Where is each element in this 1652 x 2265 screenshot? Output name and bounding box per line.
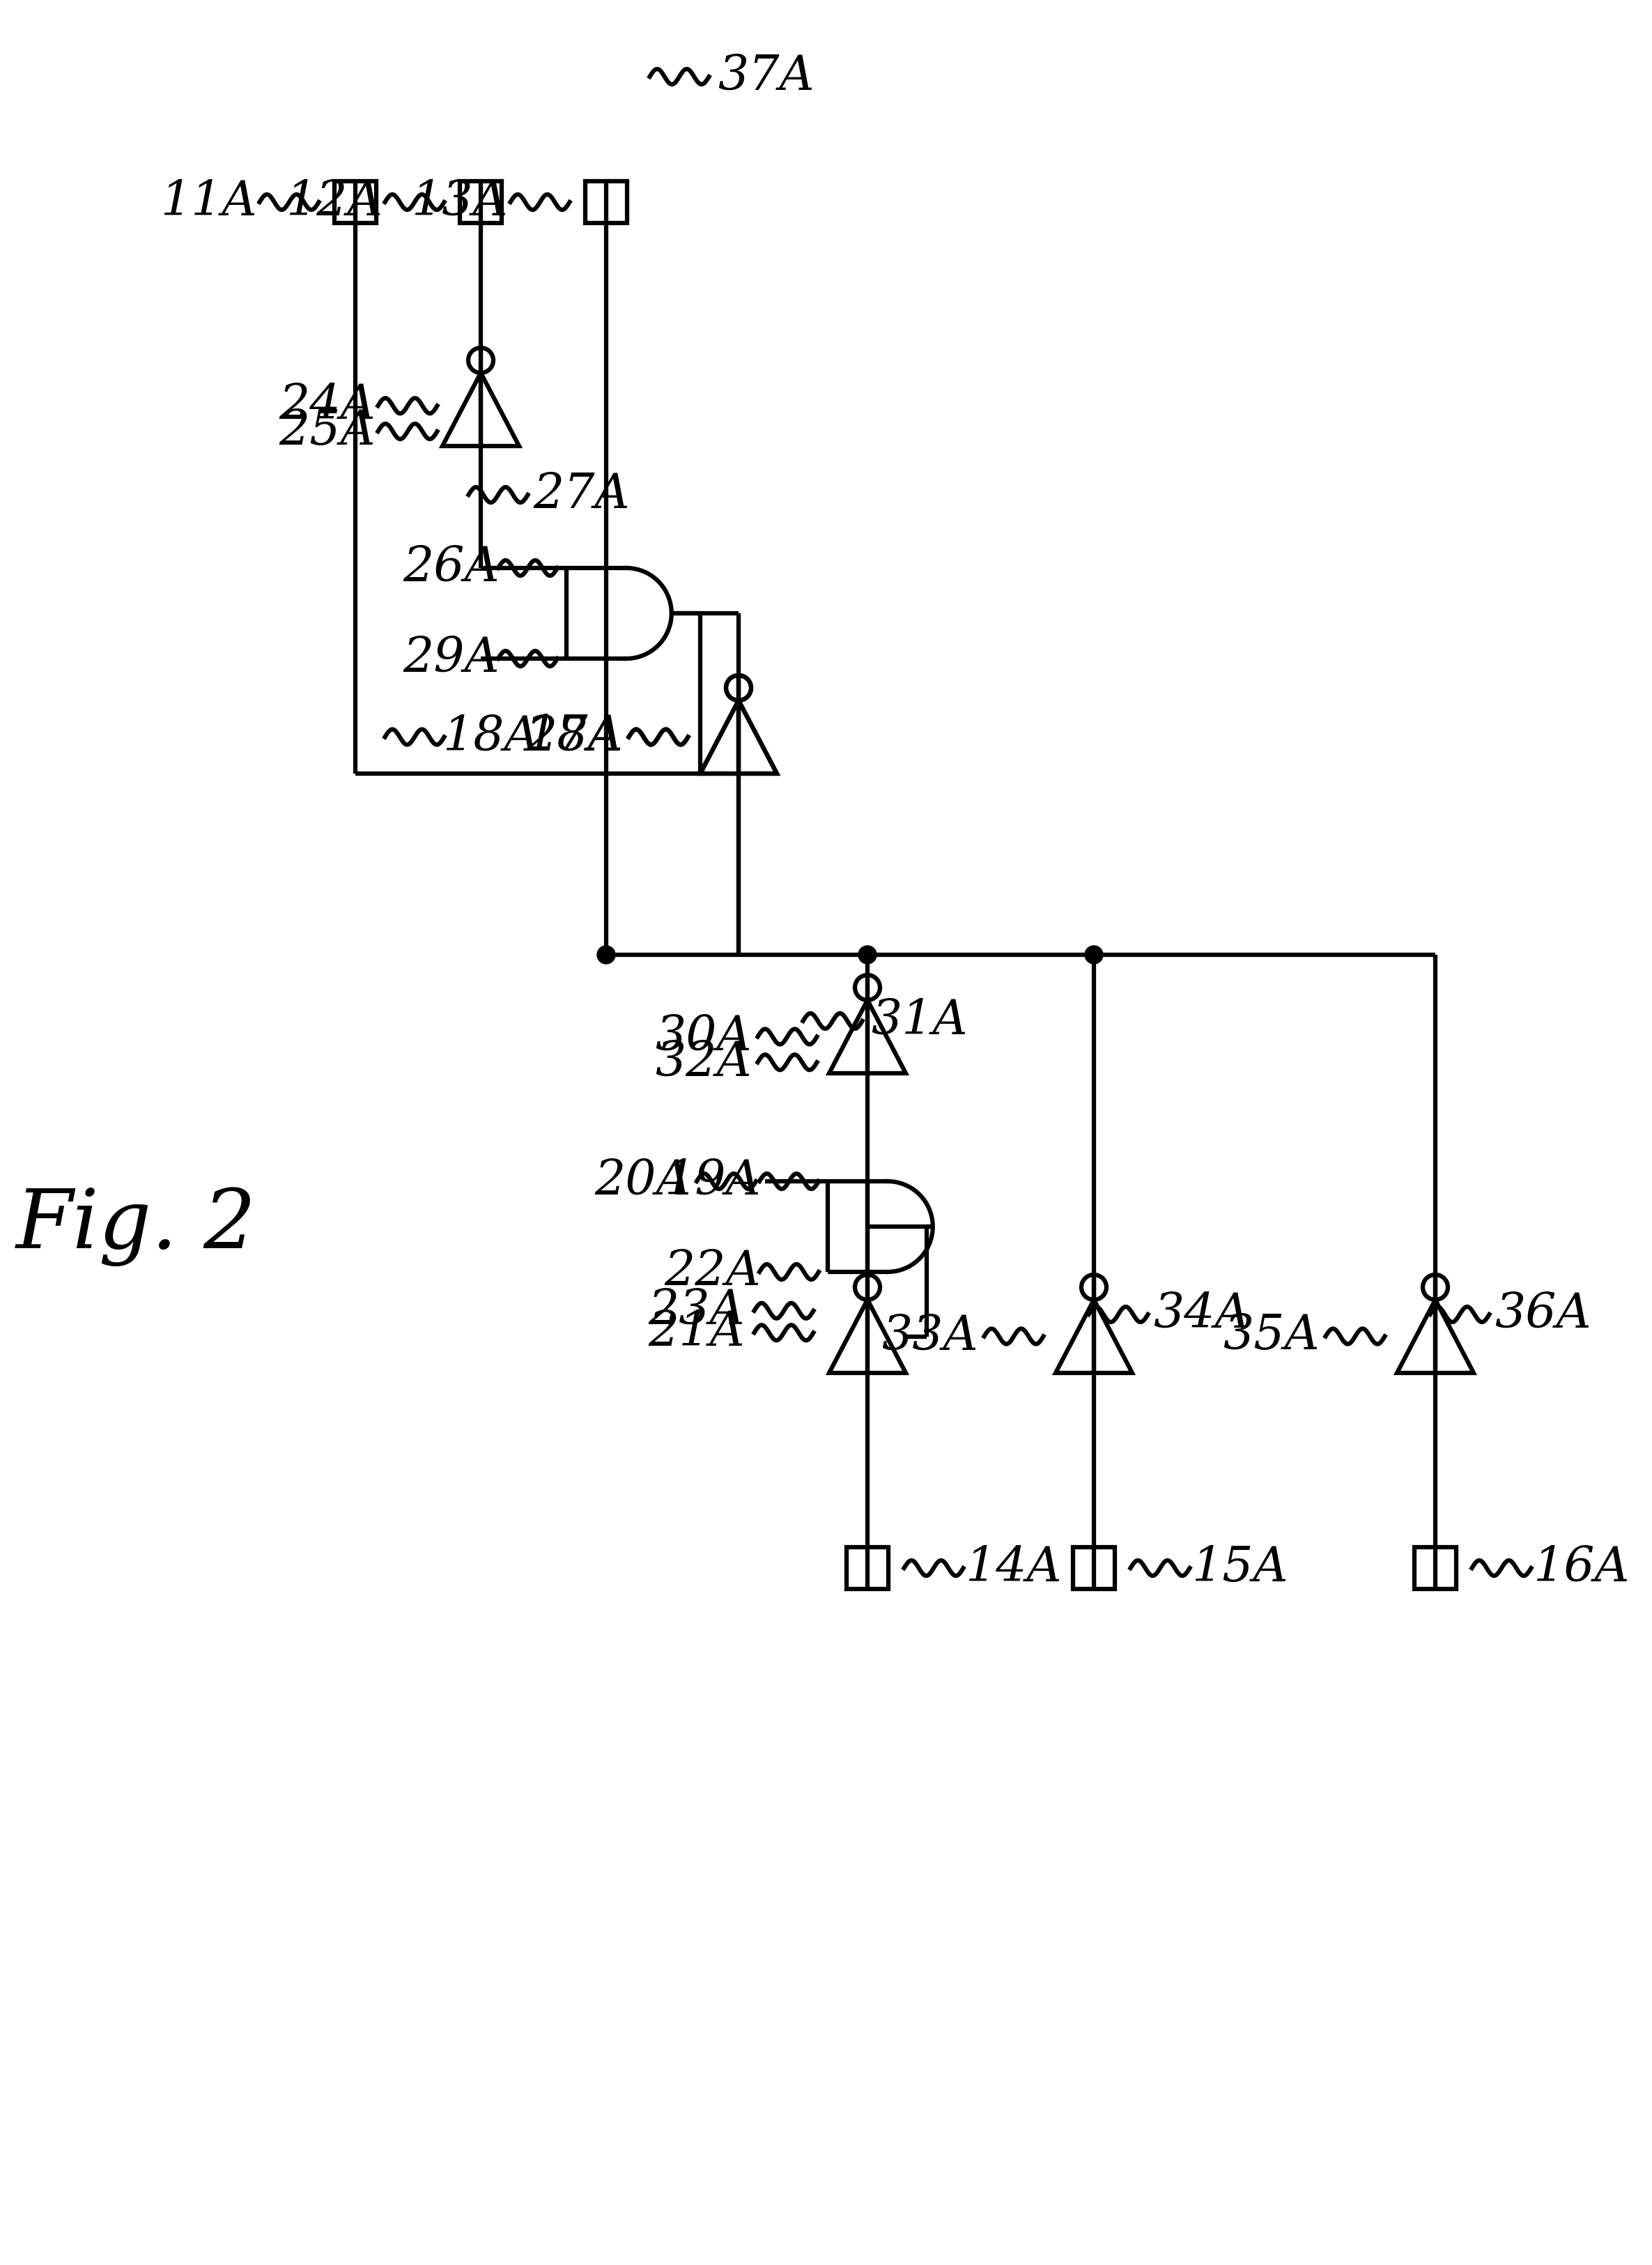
Text: 35A: 35A: [1222, 1314, 1320, 1359]
Circle shape: [859, 947, 877, 965]
Text: 23A: 23A: [649, 1287, 745, 1334]
Text: 20A: 20A: [595, 1157, 691, 1205]
Text: 22A: 22A: [664, 1248, 762, 1296]
Text: 13A: 13A: [411, 179, 509, 227]
Bar: [585, 181, 628, 222]
Text: 19A: 19A: [664, 1157, 762, 1205]
Text: 11A: 11A: [160, 179, 258, 227]
Text: 14A: 14A: [965, 1545, 1062, 1592]
Text: Fig. 2: Fig. 2: [15, 1187, 256, 1266]
Text: 37A: 37A: [719, 54, 814, 100]
Text: 34A: 34A: [1153, 1291, 1251, 1339]
Bar: [1074, 1547, 1115, 1590]
Text: 24A: 24A: [279, 383, 375, 428]
Circle shape: [1085, 947, 1104, 965]
Text: 16A: 16A: [1533, 1545, 1631, 1592]
Text: 32A: 32A: [656, 1040, 752, 1085]
Text: 17A: 17A: [527, 713, 623, 761]
Text: 26A: 26A: [403, 544, 499, 591]
Text: 27A: 27A: [534, 471, 629, 519]
Text: 21A: 21A: [649, 1309, 745, 1357]
Text: 36A: 36A: [1495, 1291, 1591, 1339]
Text: 30A: 30A: [656, 1012, 752, 1060]
Bar: [334, 181, 377, 222]
Bar: [459, 181, 502, 222]
Text: 25A: 25A: [279, 408, 375, 455]
Bar: [1414, 1547, 1455, 1590]
Circle shape: [596, 947, 615, 965]
Text: 15A: 15A: [1191, 1545, 1289, 1592]
Text: 33A: 33A: [882, 1314, 978, 1359]
Text: 18A: 18A: [443, 713, 540, 761]
Text: 31A: 31A: [871, 997, 968, 1044]
Text: 12A: 12A: [286, 179, 383, 227]
Bar: [846, 1547, 889, 1590]
Text: 28A: 28A: [527, 713, 623, 761]
Text: 29A: 29A: [403, 634, 499, 682]
